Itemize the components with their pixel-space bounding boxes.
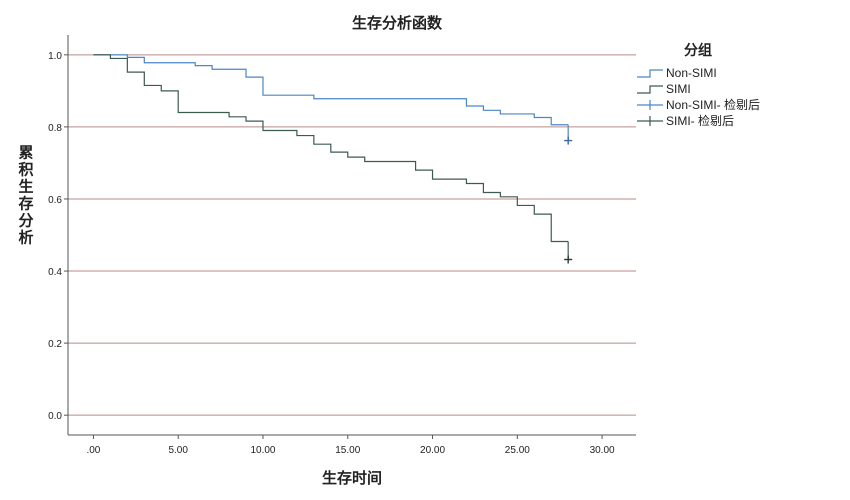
y-axis-label: 累积生存分析 bbox=[18, 144, 33, 247]
y-tick-label: 0.2 bbox=[48, 339, 62, 350]
y-tick-label: 0.4 bbox=[48, 267, 62, 278]
x-tick-label: 25.00 bbox=[505, 445, 530, 456]
chart-title: 生存分析函数 bbox=[352, 14, 443, 32]
legend-swatch bbox=[637, 69, 663, 78]
x-axis-label: 生存时间 bbox=[322, 469, 382, 487]
y-axis-ticks: 0.0 0.2 0.4 0.6 0.8 1.0 bbox=[48, 51, 68, 422]
axes bbox=[67, 35, 636, 436]
x-tick-label: 30.00 bbox=[590, 445, 615, 456]
legend-entry: SIMI bbox=[666, 82, 691, 96]
x-tick-label: 10.00 bbox=[250, 445, 275, 456]
series-line-simi bbox=[93, 54, 569, 243]
x-tick-label: .00 bbox=[86, 445, 100, 456]
legend-entry: Non-SIMI bbox=[666, 66, 717, 80]
x-tick-label: 20.00 bbox=[420, 445, 445, 456]
series-group bbox=[93, 54, 573, 264]
legend-entry: SIMI- 检剔后 bbox=[666, 113, 734, 128]
grid-lines bbox=[68, 54, 636, 416]
legend-entry: Non-SIMI- 检剔后 bbox=[666, 97, 760, 112]
y-tick-label: 0.0 bbox=[48, 411, 62, 422]
x-tick-label: 15.00 bbox=[335, 445, 360, 456]
x-tick-label: 5.00 bbox=[168, 445, 188, 456]
legend-title: 分组 bbox=[684, 42, 712, 59]
y-tick-label: 0.6 bbox=[48, 195, 62, 206]
x-axis-ticks: .00 5.00 10.00 15.00 20.00 25.00 30.00 bbox=[86, 435, 615, 456]
y-tick-label: 1.0 bbox=[48, 51, 62, 62]
y-tick-label: 0.8 bbox=[48, 123, 62, 134]
series-line-non-simi bbox=[93, 54, 569, 126]
legend-swatch bbox=[637, 85, 663, 94]
